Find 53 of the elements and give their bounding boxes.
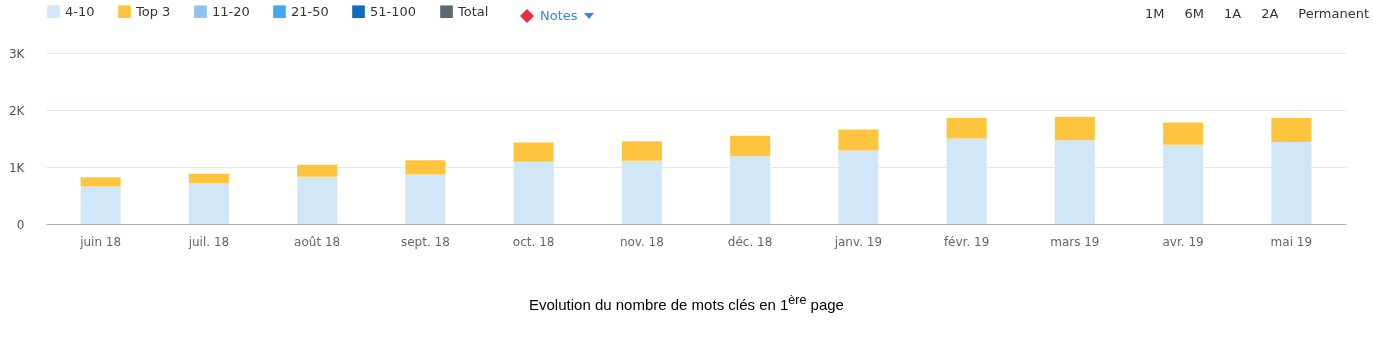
- x-tick-label: nov. 18: [619, 234, 664, 249]
- bar: [838, 150, 879, 224]
- x-tick-label: févr. 19: [943, 234, 990, 249]
- x-tick-label: sept. 18: [400, 234, 450, 249]
- bar: [1163, 122, 1204, 145]
- bar: [188, 182, 229, 224]
- x-tick-label: juin 18: [79, 234, 122, 249]
- bar: [621, 160, 662, 224]
- legend-label: 21-50: [291, 3, 329, 19]
- bar: [405, 174, 446, 224]
- y-tick-label: 3K: [8, 46, 26, 61]
- bar: [730, 156, 771, 224]
- legend-label: 4-10: [65, 3, 95, 19]
- bar: [80, 177, 121, 187]
- x-tick-label: août 18: [294, 234, 341, 249]
- legend-label: 51-100: [370, 3, 417, 19]
- text: 1A: [1223, 6, 1242, 21]
- bar: [1054, 116, 1095, 141]
- bar: [297, 176, 338, 224]
- x-tick-label: avr. 19: [1162, 234, 1204, 249]
- y-tick-label: 2K: [8, 103, 26, 118]
- bar: [513, 142, 554, 162]
- y-tick-label: 1K: [8, 160, 26, 175]
- text: 2A: [1261, 6, 1279, 21]
- bar: [946, 138, 987, 224]
- bar: [838, 129, 879, 151]
- bar: [730, 135, 771, 157]
- x-tick-label: mai 19: [1270, 234, 1313, 249]
- bar: [1271, 141, 1312, 224]
- text: Evolution du nombre de mots clés en 1$^{ère}$ page: [528, 293, 845, 313]
- bar: [946, 117, 987, 139]
- x-tick-label: déc. 18: [727, 234, 773, 249]
- legend-label: 11-20: [212, 3, 250, 19]
- text: Notes: [540, 8, 578, 23]
- bar: [297, 164, 338, 177]
- bar: [513, 161, 554, 224]
- text: Permanent: [1298, 6, 1369, 21]
- bar: [1163, 144, 1204, 224]
- y-tick-label: 0: [16, 217, 25, 232]
- bar: [405, 160, 446, 175]
- x-tick-label: janv. 19: [833, 234, 883, 249]
- text: 1M: [1144, 6, 1165, 21]
- legend-label: Top 3: [135, 3, 171, 19]
- x-tick-label: oct. 18: [512, 234, 555, 249]
- bar: [621, 141, 662, 161]
- bar: [188, 173, 229, 183]
- legend-label: Total: [457, 3, 489, 19]
- bar: [80, 186, 121, 224]
- x-tick-label: mars 19: [1050, 234, 1100, 249]
- x-tick-label: juil. 18: [187, 234, 230, 249]
- bar: [1271, 117, 1312, 142]
- text: 6M: [1184, 6, 1204, 21]
- bar: [1054, 140, 1095, 224]
